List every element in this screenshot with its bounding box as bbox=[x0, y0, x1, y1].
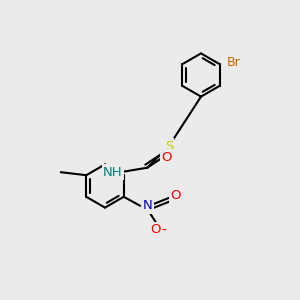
Text: N: N bbox=[143, 199, 153, 212]
Text: NH: NH bbox=[103, 166, 123, 179]
Text: O: O bbox=[150, 223, 160, 236]
Text: S: S bbox=[165, 140, 173, 153]
Text: O: O bbox=[161, 151, 172, 164]
Text: -: - bbox=[161, 224, 166, 238]
Text: Br: Br bbox=[226, 56, 240, 69]
Text: O: O bbox=[170, 189, 181, 203]
